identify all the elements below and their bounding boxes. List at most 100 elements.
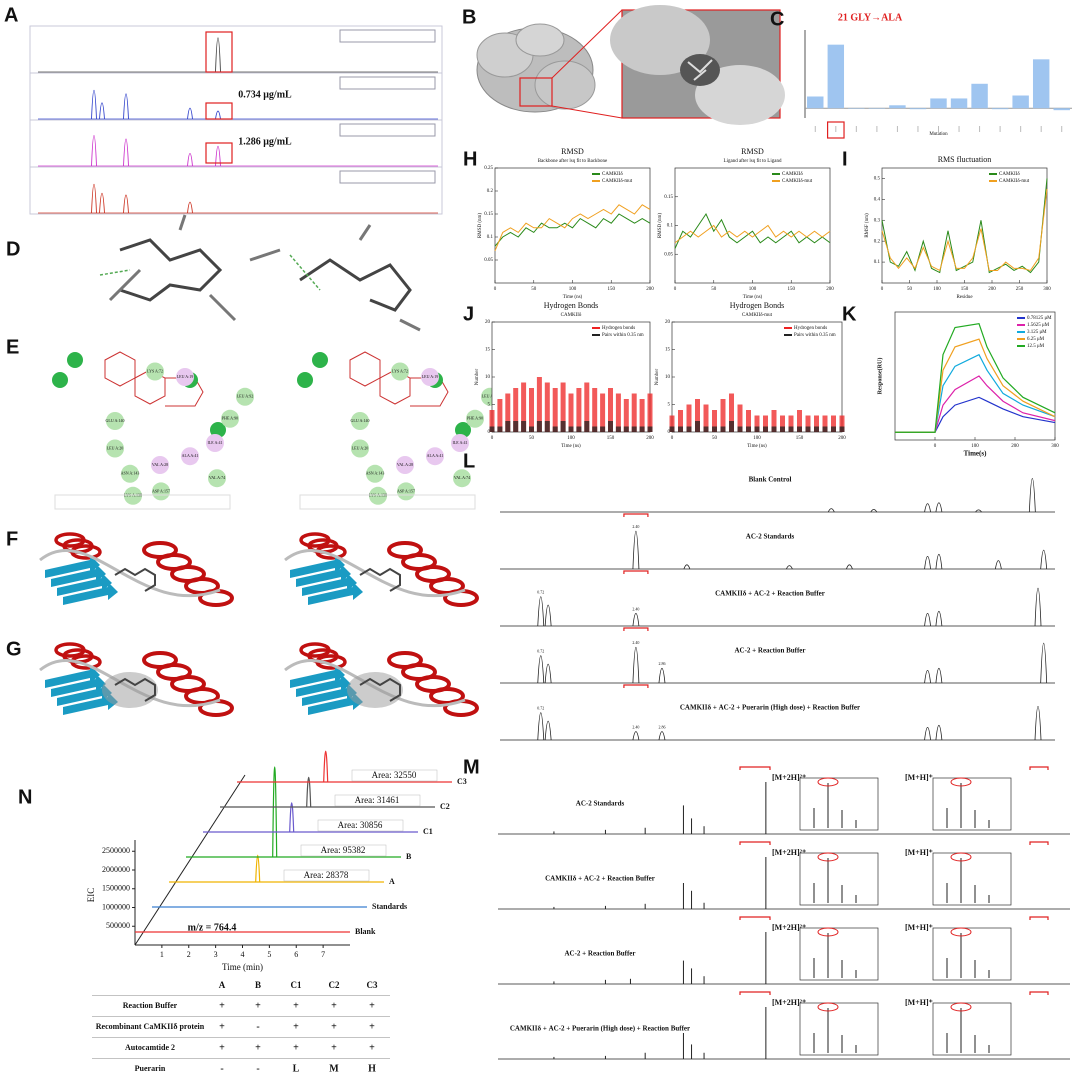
peak-label: 2.40 xyxy=(632,606,639,611)
table-header: B xyxy=(255,980,261,990)
residue xyxy=(426,447,444,466)
x-tick-label: 0 xyxy=(671,436,674,441)
y-tick-label: 20 xyxy=(485,320,491,325)
plot-subtitle: Ligand after lsq fit to Ligand xyxy=(724,159,782,164)
trace-name: AC-2 Standards xyxy=(746,533,795,541)
area-label: Area: 28378 xyxy=(304,870,349,880)
table-cell: Autocamtide 2 xyxy=(125,1043,175,1052)
x-axis-label: Mutation xyxy=(929,132,948,137)
chromatogram-peak xyxy=(215,145,221,167)
beta-sheet xyxy=(308,692,363,715)
h-bond-residue xyxy=(455,422,471,438)
bar xyxy=(807,96,824,109)
series-label: A xyxy=(389,877,395,886)
y-tick-label: 0.1 xyxy=(487,235,494,240)
highlight-box xyxy=(826,121,845,139)
ligand xyxy=(114,677,156,702)
panel-letter: K xyxy=(842,303,857,325)
residue-label: VAL A:74 xyxy=(454,475,470,480)
legend-label: 1.5625 μM xyxy=(1027,323,1050,328)
chromatogram-peak xyxy=(123,194,129,214)
peak-label: 2.40 xyxy=(632,640,639,645)
residue-label: VAL A:74 xyxy=(209,475,225,480)
ion-label: [M+2H]²⁺ xyxy=(772,923,806,932)
chromatogram-peak xyxy=(99,102,105,120)
beta-sheet xyxy=(57,573,112,596)
legend-label: CAMKIIδ-mut xyxy=(999,179,1030,184)
series-line xyxy=(895,396,1056,433)
h-bond-residue xyxy=(312,352,328,368)
h-bond-residue xyxy=(297,372,313,388)
x-tick-label: 250 xyxy=(1016,287,1024,292)
legend-box xyxy=(339,76,436,90)
y-tick-label: 1500000 xyxy=(102,884,130,893)
y-tick-label: 0.4 xyxy=(874,198,881,203)
panel-letter: M xyxy=(463,756,480,778)
trace-frame xyxy=(29,72,443,121)
table-cell: + xyxy=(331,1021,337,1032)
residue-label: LEU A:20 xyxy=(107,445,124,450)
table-cell: + xyxy=(331,1042,337,1053)
bar xyxy=(889,105,906,109)
highlight-bracket xyxy=(739,841,1049,845)
residue-label: PHE A:90 xyxy=(222,416,238,421)
plot-title: RMSD xyxy=(741,147,764,156)
x-tick-label: 200 xyxy=(826,287,834,292)
legend-label: Hydrogen bonds xyxy=(794,326,827,331)
legend-box xyxy=(339,170,436,184)
series-line xyxy=(674,224,831,244)
chromatogram-peak xyxy=(786,565,793,570)
residue xyxy=(106,439,124,458)
panel-letter: L xyxy=(463,450,475,472)
table-cell: H xyxy=(368,1063,376,1074)
table-cell: L xyxy=(293,1063,300,1074)
bar xyxy=(930,98,947,109)
x-tick-label: 200 xyxy=(646,436,654,441)
x-tick-label: 50 xyxy=(711,287,717,292)
x-axis-label: Time (ns) xyxy=(561,444,581,449)
table-cell: + xyxy=(255,1000,261,1011)
inset-frame xyxy=(932,1002,1012,1056)
highlight-bracket xyxy=(739,916,1049,920)
x-tick-label: 100 xyxy=(933,287,941,292)
highlight-bracket xyxy=(623,684,649,688)
residue xyxy=(366,464,384,483)
highlight-ellipse xyxy=(950,1002,972,1012)
residue xyxy=(208,469,226,488)
table-cell: M xyxy=(329,1063,339,1074)
highlight-ellipse xyxy=(950,777,972,787)
residue xyxy=(351,412,369,430)
chromatogram-peak xyxy=(537,596,545,627)
x-tick-label: 100 xyxy=(749,287,757,292)
chromatogram-peak xyxy=(994,560,1002,570)
y-tick-label: 0.2 xyxy=(487,189,494,194)
area-label-box xyxy=(334,794,421,807)
y-tick-label: 0 xyxy=(668,430,671,435)
area-label: Area: 95382 xyxy=(321,845,366,855)
residue xyxy=(176,368,194,386)
x-axis-label: Time (ns) xyxy=(747,444,767,449)
chromatogram-peak xyxy=(187,107,193,120)
x-tick-label: 50 xyxy=(529,436,535,441)
chromatogram-peak xyxy=(91,90,97,120)
protein-surface xyxy=(476,5,785,125)
chromatogram-peak xyxy=(658,731,666,741)
y-tick-label: 5 xyxy=(668,403,671,408)
y-tick-label: 0.05 xyxy=(664,252,673,257)
legend-label: CAMKIIδ xyxy=(782,172,803,177)
panel-letter: N xyxy=(18,786,32,808)
table-cell: + xyxy=(219,1021,225,1032)
legend-label: Pairs within 0.35 nm xyxy=(794,333,836,338)
chromatogram-peak xyxy=(123,138,129,167)
legend-box xyxy=(339,29,436,43)
area-label: Area: 31461 xyxy=(355,795,400,805)
highlight-bracket xyxy=(623,627,649,631)
y-axis-label: RMSF (nm) xyxy=(865,213,870,238)
trace-name: Blank Control xyxy=(749,476,792,484)
highlight-bracket xyxy=(739,991,1049,995)
concentration-label: 0.734 μg/mL xyxy=(238,89,292,100)
residue xyxy=(121,464,139,483)
y-tick-label: 0.05 xyxy=(484,258,493,263)
table-cell: + xyxy=(369,1021,375,1032)
chromatogram-peak xyxy=(935,667,943,684)
